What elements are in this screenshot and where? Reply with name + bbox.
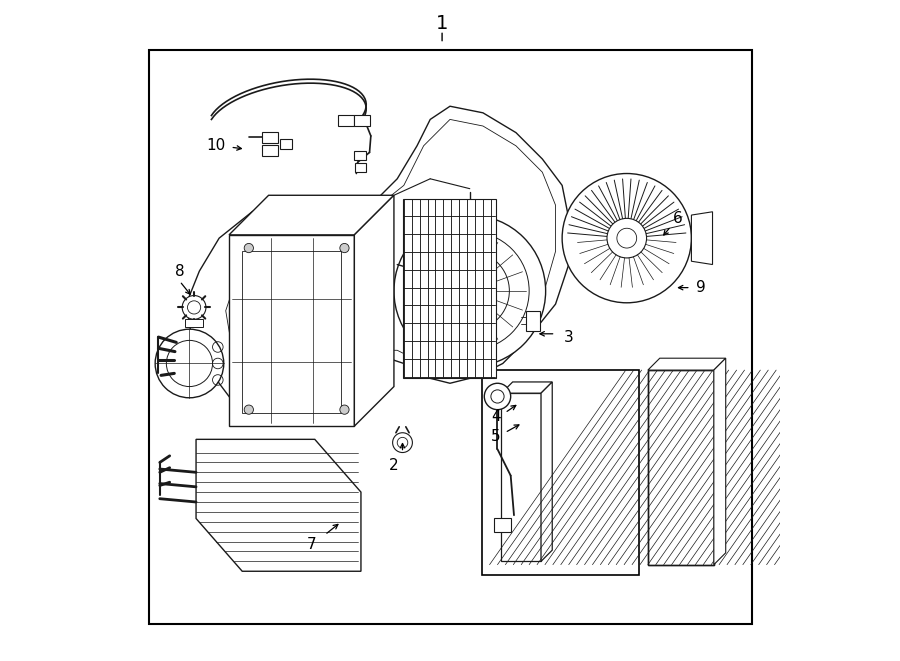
Circle shape <box>484 383 510 410</box>
Bar <box>494 518 510 531</box>
Circle shape <box>340 405 349 414</box>
Polygon shape <box>355 195 394 426</box>
Bar <box>402 198 496 378</box>
Polygon shape <box>691 212 713 264</box>
Bar <box>242 251 341 413</box>
Polygon shape <box>648 358 725 370</box>
Bar <box>648 370 714 564</box>
Text: 5: 5 <box>491 428 501 444</box>
Bar <box>338 116 354 126</box>
Text: 6: 6 <box>672 211 682 226</box>
Circle shape <box>182 295 206 319</box>
Circle shape <box>562 174 691 303</box>
Bar <box>355 151 366 161</box>
Circle shape <box>155 329 224 398</box>
Bar <box>185 319 202 327</box>
Text: 1: 1 <box>436 15 448 33</box>
Circle shape <box>244 405 254 414</box>
Circle shape <box>244 243 254 253</box>
Polygon shape <box>229 235 355 426</box>
Circle shape <box>392 433 412 453</box>
Text: 10: 10 <box>206 138 226 153</box>
Polygon shape <box>229 195 394 235</box>
Bar <box>526 311 540 330</box>
Bar <box>648 370 714 564</box>
Polygon shape <box>196 440 361 571</box>
Circle shape <box>340 243 349 253</box>
Bar <box>281 139 292 149</box>
Polygon shape <box>541 382 553 561</box>
Bar <box>482 370 639 574</box>
Bar <box>262 145 278 156</box>
Text: 4: 4 <box>491 408 501 424</box>
Text: 7: 7 <box>307 537 316 553</box>
Polygon shape <box>501 382 553 393</box>
Bar <box>355 116 370 126</box>
Polygon shape <box>186 106 569 416</box>
Text: 9: 9 <box>696 280 706 295</box>
Text: 8: 8 <box>175 264 184 279</box>
Bar <box>148 50 752 624</box>
Polygon shape <box>714 358 725 564</box>
Circle shape <box>607 218 646 258</box>
Bar <box>355 163 365 172</box>
Text: 2: 2 <box>389 458 399 473</box>
Bar <box>262 132 278 143</box>
Polygon shape <box>501 393 541 561</box>
Text: 3: 3 <box>564 330 573 344</box>
Circle shape <box>394 215 545 367</box>
